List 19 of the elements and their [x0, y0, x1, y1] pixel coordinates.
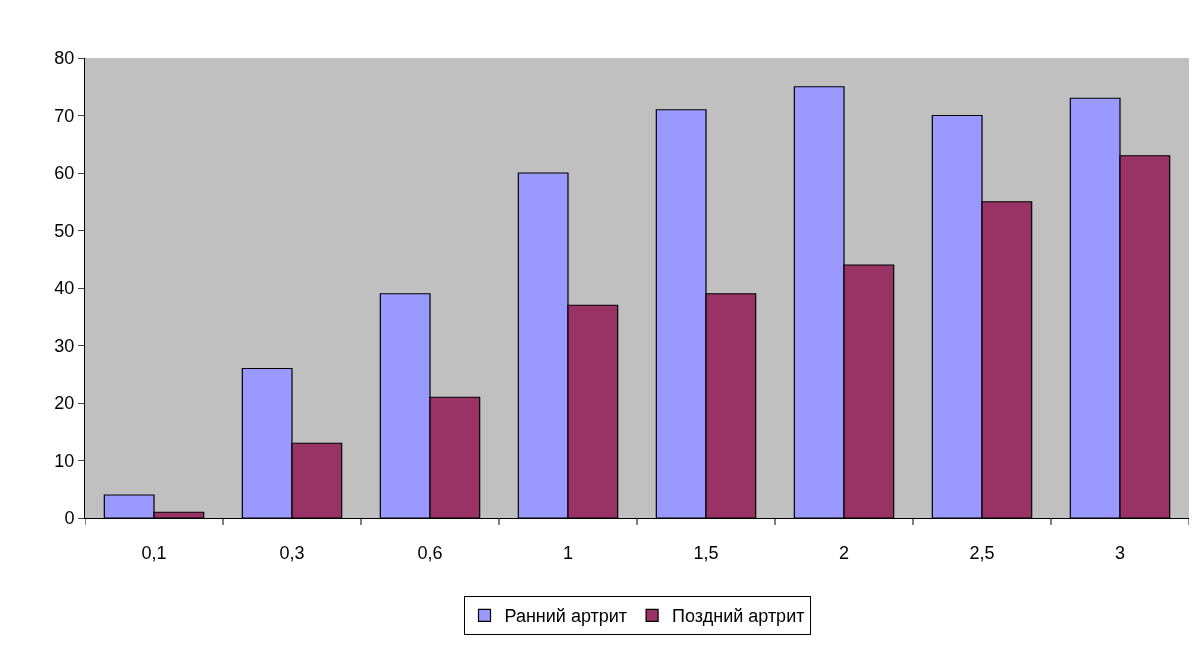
- x-tick-label: 0,6: [417, 542, 443, 563]
- legend-label: Ранний артрит: [504, 606, 628, 627]
- x-tick-label: 2: [838, 542, 850, 563]
- y-tick-label: 80: [54, 48, 75, 69]
- x-tick-label: 3: [1114, 542, 1126, 563]
- y-tick-label: 30: [54, 335, 75, 356]
- y-tick-label: 60: [54, 163, 75, 184]
- x-tick-label: 0,1: [141, 542, 167, 563]
- x-tick-label: 2,5: [969, 542, 995, 563]
- y-tick-label: 50: [54, 220, 75, 241]
- legend-label: Поздний артрит: [672, 606, 805, 627]
- y-tick-label: 0: [64, 508, 75, 529]
- y-tick-label: 10: [54, 450, 75, 471]
- y-tick-label: 70: [54, 105, 75, 126]
- y-tick-label: 40: [54, 278, 75, 299]
- x-tick-label: 1: [562, 542, 574, 563]
- x-tick-label: 0,3: [279, 542, 305, 563]
- y-tick-label: 20: [54, 393, 75, 414]
- x-tick-label: 1,5: [693, 542, 719, 563]
